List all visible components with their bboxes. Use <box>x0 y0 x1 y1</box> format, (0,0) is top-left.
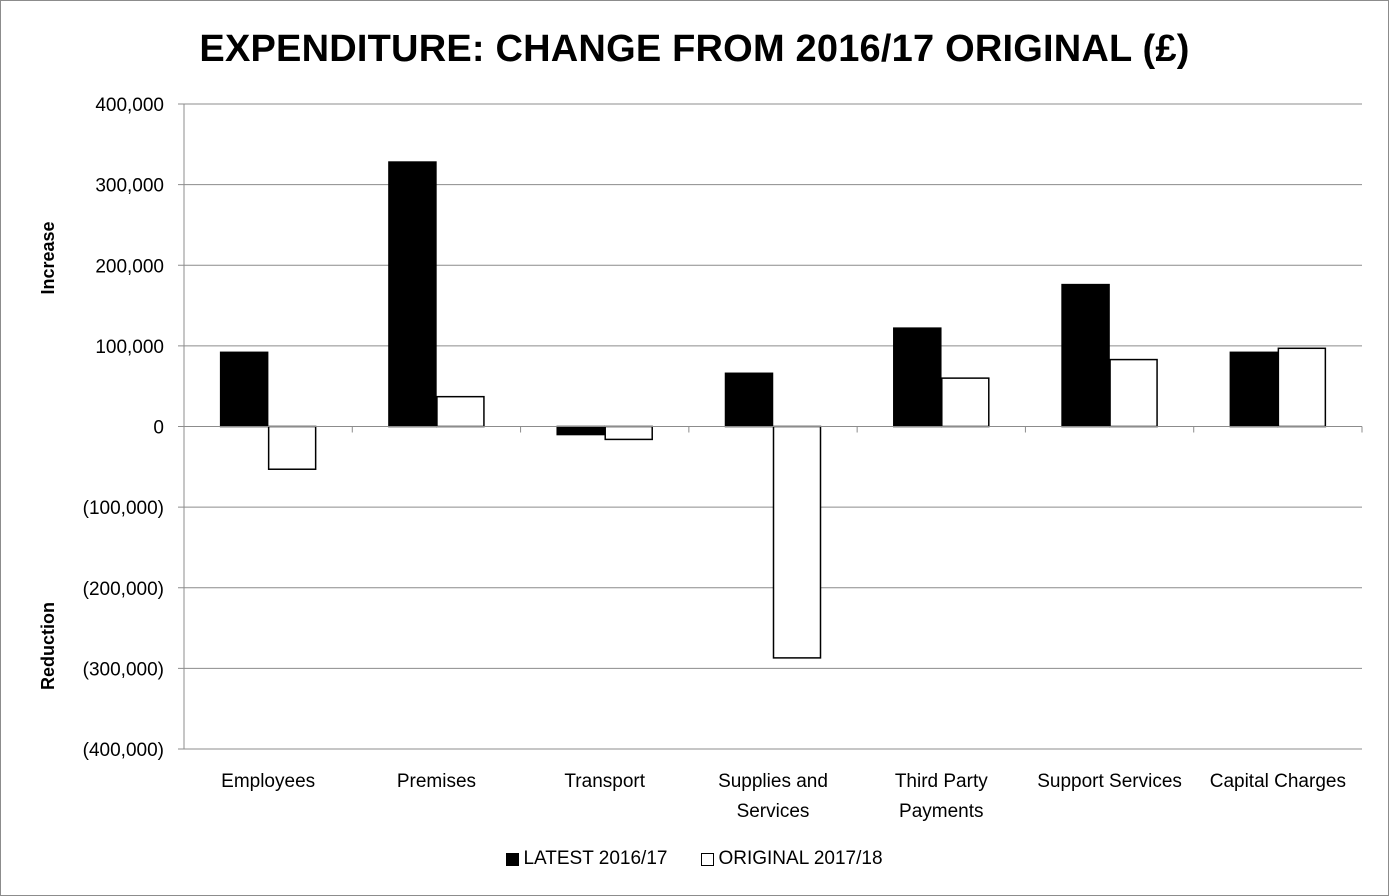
bar-latest-0 <box>219 351 269 428</box>
bar-original-5 <box>1109 358 1158 428</box>
legend-label: ORIGINAL 2017/18 <box>718 848 883 869</box>
bar-latest-2 <box>556 425 605 436</box>
x-category-label: Employees <box>221 771 315 792</box>
x-category-label: Transport <box>564 771 645 792</box>
bar-latest-4 <box>893 327 942 428</box>
bar-original-1 <box>436 395 485 428</box>
y-tick-label: (300,000) <box>83 659 164 680</box>
y-tick-label: 0 <box>153 418 164 439</box>
bar-original-3 <box>772 425 822 659</box>
bar-latest-3 <box>724 372 774 428</box>
legend-label: LATEST 2016/17 <box>523 848 668 869</box>
x-category-label: Services <box>737 801 810 822</box>
legend: LATEST 2016/17 ORIGINAL 2017/18 <box>0 848 1389 870</box>
chart-title: EXPENDITURE: CHANGE FROM 2016/17 ORIGINA… <box>199 28 1190 70</box>
x-category-label: Supplies and <box>718 771 828 792</box>
legend-item: LATEST 2016/17 <box>506 848 667 870</box>
bar-latest-5 <box>1061 283 1110 428</box>
x-category-label: Premises <box>397 771 476 792</box>
y-tick-label: 100,000 <box>95 337 164 358</box>
legend-swatch <box>506 852 520 866</box>
y-tick-label: (400,000) <box>83 740 164 761</box>
bar-original-4 <box>941 377 990 428</box>
bar-original-2 <box>604 425 653 441</box>
y-axis-label-increase: Increase <box>38 221 58 294</box>
y-axis-label-reduction: Reduction <box>38 602 58 690</box>
bar-latest-6 <box>1229 351 1279 428</box>
x-category-label: Support Services <box>1037 771 1182 792</box>
y-tick-label: (100,000) <box>83 498 164 519</box>
bar-original-6 <box>1277 347 1327 428</box>
bar-original-0 <box>267 425 317 470</box>
legend-swatch <box>701 852 715 866</box>
legend-item: ORIGINAL 2017/18 <box>701 848 883 870</box>
y-tick-label: 400,000 <box>95 95 164 116</box>
y-tick-label: (200,000) <box>83 579 164 600</box>
x-category-label: Payments <box>899 801 983 822</box>
y-tick-label: 200,000 <box>95 256 164 277</box>
x-category-label: Capital Charges <box>1210 771 1346 792</box>
x-category-label: Third Party <box>895 771 988 792</box>
y-tick-label: 300,000 <box>95 176 164 197</box>
bar-latest-1 <box>388 161 437 428</box>
